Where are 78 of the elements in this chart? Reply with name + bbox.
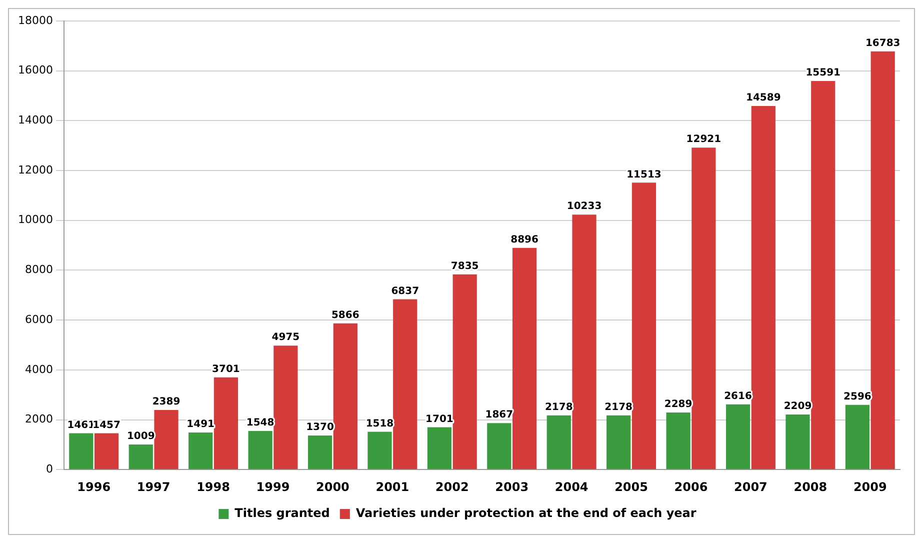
data-label: 2178 (604, 402, 633, 413)
x-tick-label: 2007 (734, 480, 768, 494)
bar (427, 427, 452, 470)
y-tick-label: 10000 (18, 213, 53, 226)
bar (845, 404, 870, 470)
bar (368, 432, 392, 470)
bar (751, 106, 776, 470)
bar (452, 274, 477, 470)
data-label: 10233 (566, 201, 602, 212)
y-tick-label: 4000 (24, 362, 53, 376)
legend-label: Varieties under protection at the end of each year (356, 506, 696, 520)
bar (811, 81, 836, 470)
data-label: 1518 (366, 418, 394, 430)
y-tick-label: 8000 (24, 263, 53, 276)
y-tick-label: 6000 (24, 312, 53, 326)
data-label: 2616 (724, 390, 752, 402)
x-tick-label: 1996 (77, 480, 111, 494)
bar (333, 323, 358, 470)
x-tick-label: 2006 (674, 480, 708, 494)
bar (632, 182, 656, 470)
data-label: 1009 (126, 431, 155, 442)
x-tick-label: 2004 (554, 480, 588, 494)
bar (154, 410, 178, 470)
data-label: 2596 (844, 391, 872, 402)
data-label: 1457 (92, 420, 120, 431)
y-tick-label: 18000 (18, 14, 53, 27)
bar (214, 377, 238, 470)
x-tick-label: 2002 (435, 480, 469, 494)
data-label: 6837 (391, 286, 420, 297)
data-label: 14589 (746, 92, 781, 104)
y-tick-label: 0 (46, 462, 53, 476)
bar (128, 444, 153, 470)
bar (487, 423, 512, 470)
data-label: 1701 (426, 414, 454, 425)
data-label: 2178 (544, 402, 573, 413)
data-label: 8896 (510, 234, 538, 246)
data-label: 16783 (865, 38, 900, 49)
x-tick-label: 2008 (794, 480, 828, 494)
y-tick-label: 14000 (18, 114, 53, 127)
bar (393, 299, 418, 470)
bar (786, 414, 810, 470)
x-tick-label: 2001 (376, 480, 410, 494)
data-label: 2389 (152, 396, 180, 408)
bar (666, 412, 690, 470)
data-label: 1867 (485, 410, 514, 421)
bar (512, 248, 537, 470)
bar (308, 435, 332, 470)
data-label: 15591 (806, 68, 841, 79)
bar (870, 51, 895, 470)
data-label: 4975 (272, 332, 300, 344)
bar (692, 148, 716, 470)
data-label: 12921 (686, 134, 722, 146)
data-label: 3701 (212, 364, 240, 375)
x-tick-label: 2000 (316, 480, 350, 494)
bar (546, 415, 571, 470)
data-label: 5866 (331, 310, 360, 321)
x-tick-label: 1998 (196, 480, 230, 494)
y-tick-label: 16000 (18, 64, 53, 77)
bar (69, 433, 94, 470)
bar (248, 431, 272, 470)
bar (572, 214, 596, 470)
y-tick-label: 2000 (24, 412, 53, 426)
bar (274, 346, 298, 470)
legend-label: Titles granted (234, 506, 330, 520)
y-tick-label: 12000 (18, 163, 53, 176)
data-label: 11513 (626, 169, 662, 180)
x-tick-label: 2005 (614, 480, 648, 494)
data-label: 7835 (450, 260, 479, 272)
bar (726, 404, 750, 470)
bar (94, 433, 119, 470)
x-tick-label: 2003 (495, 480, 529, 494)
bar (606, 415, 631, 470)
bar (188, 432, 213, 470)
x-tick-label: 1997 (136, 480, 170, 494)
x-tick-label: 2009 (853, 480, 887, 494)
data-label: 1491 (186, 419, 215, 430)
x-tick-label: 1999 (256, 480, 290, 494)
data-label: 1370 (306, 422, 334, 434)
